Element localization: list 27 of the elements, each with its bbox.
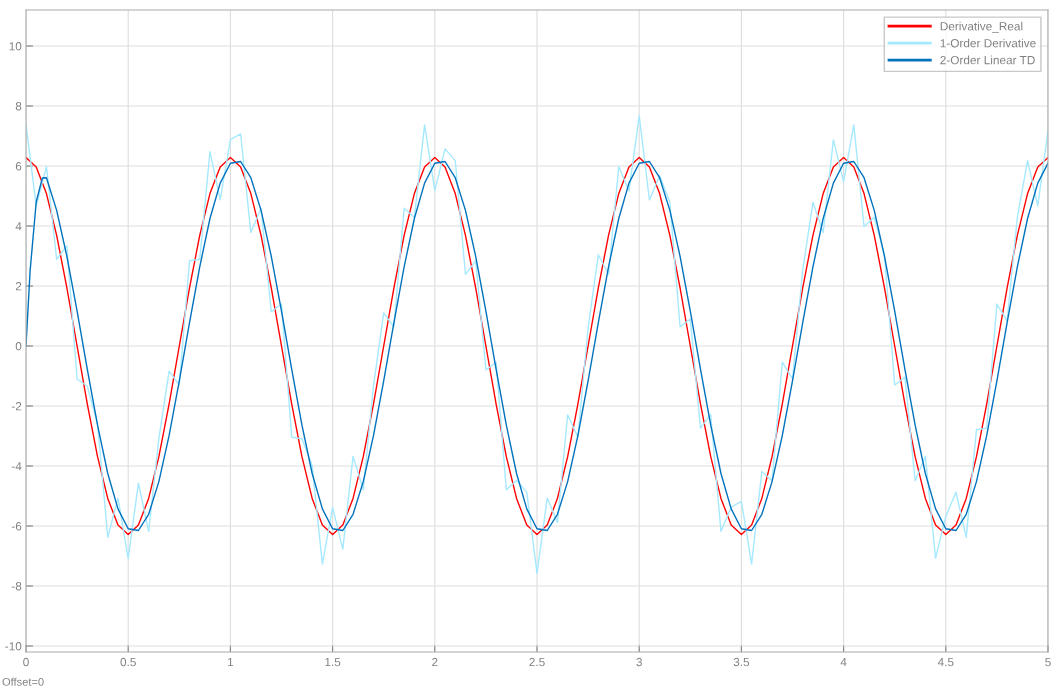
x-tick-label: 4: [840, 657, 847, 667]
y-tick-label: 6: [15, 162, 22, 171]
legend-label: Derivative_Real: [940, 21, 1023, 33]
x-tick-label: 0.5: [120, 657, 136, 667]
y-tick-label: -4: [11, 462, 22, 471]
y-tick-label: -10: [5, 642, 22, 651]
y-tick-label: -2: [11, 402, 22, 411]
y-tick-label: 2: [15, 282, 22, 291]
y-tick-label: 0: [15, 342, 22, 351]
line-series: [26, 114, 1048, 575]
y-tick-label: 10: [9, 42, 22, 51]
x-tick-label: 2.5: [529, 657, 545, 667]
y-tick-label: -8: [11, 582, 22, 591]
y-tick-label: 4: [15, 222, 22, 231]
text: Offset=0: [2, 677, 44, 686]
y-tick-label: -6: [11, 522, 22, 531]
x-tick-label: 3.5: [733, 657, 750, 667]
legend-label: 1-Order Derivative: [940, 38, 1036, 48]
x-tick-label: 1.5: [325, 657, 341, 667]
y-tick-label: 8: [15, 102, 22, 111]
x-tick-label: 2: [432, 657, 438, 667]
x-tick-label: 1: [228, 657, 234, 667]
x-tick-label: 3: [636, 657, 642, 667]
legend-label: 2-Order Linear TD: [940, 55, 1035, 65]
x-tick-label: 0: [23, 657, 29, 667]
x-tick-label: 4.5: [937, 657, 954, 667]
x-tick-label: 5: [1045, 657, 1051, 667]
